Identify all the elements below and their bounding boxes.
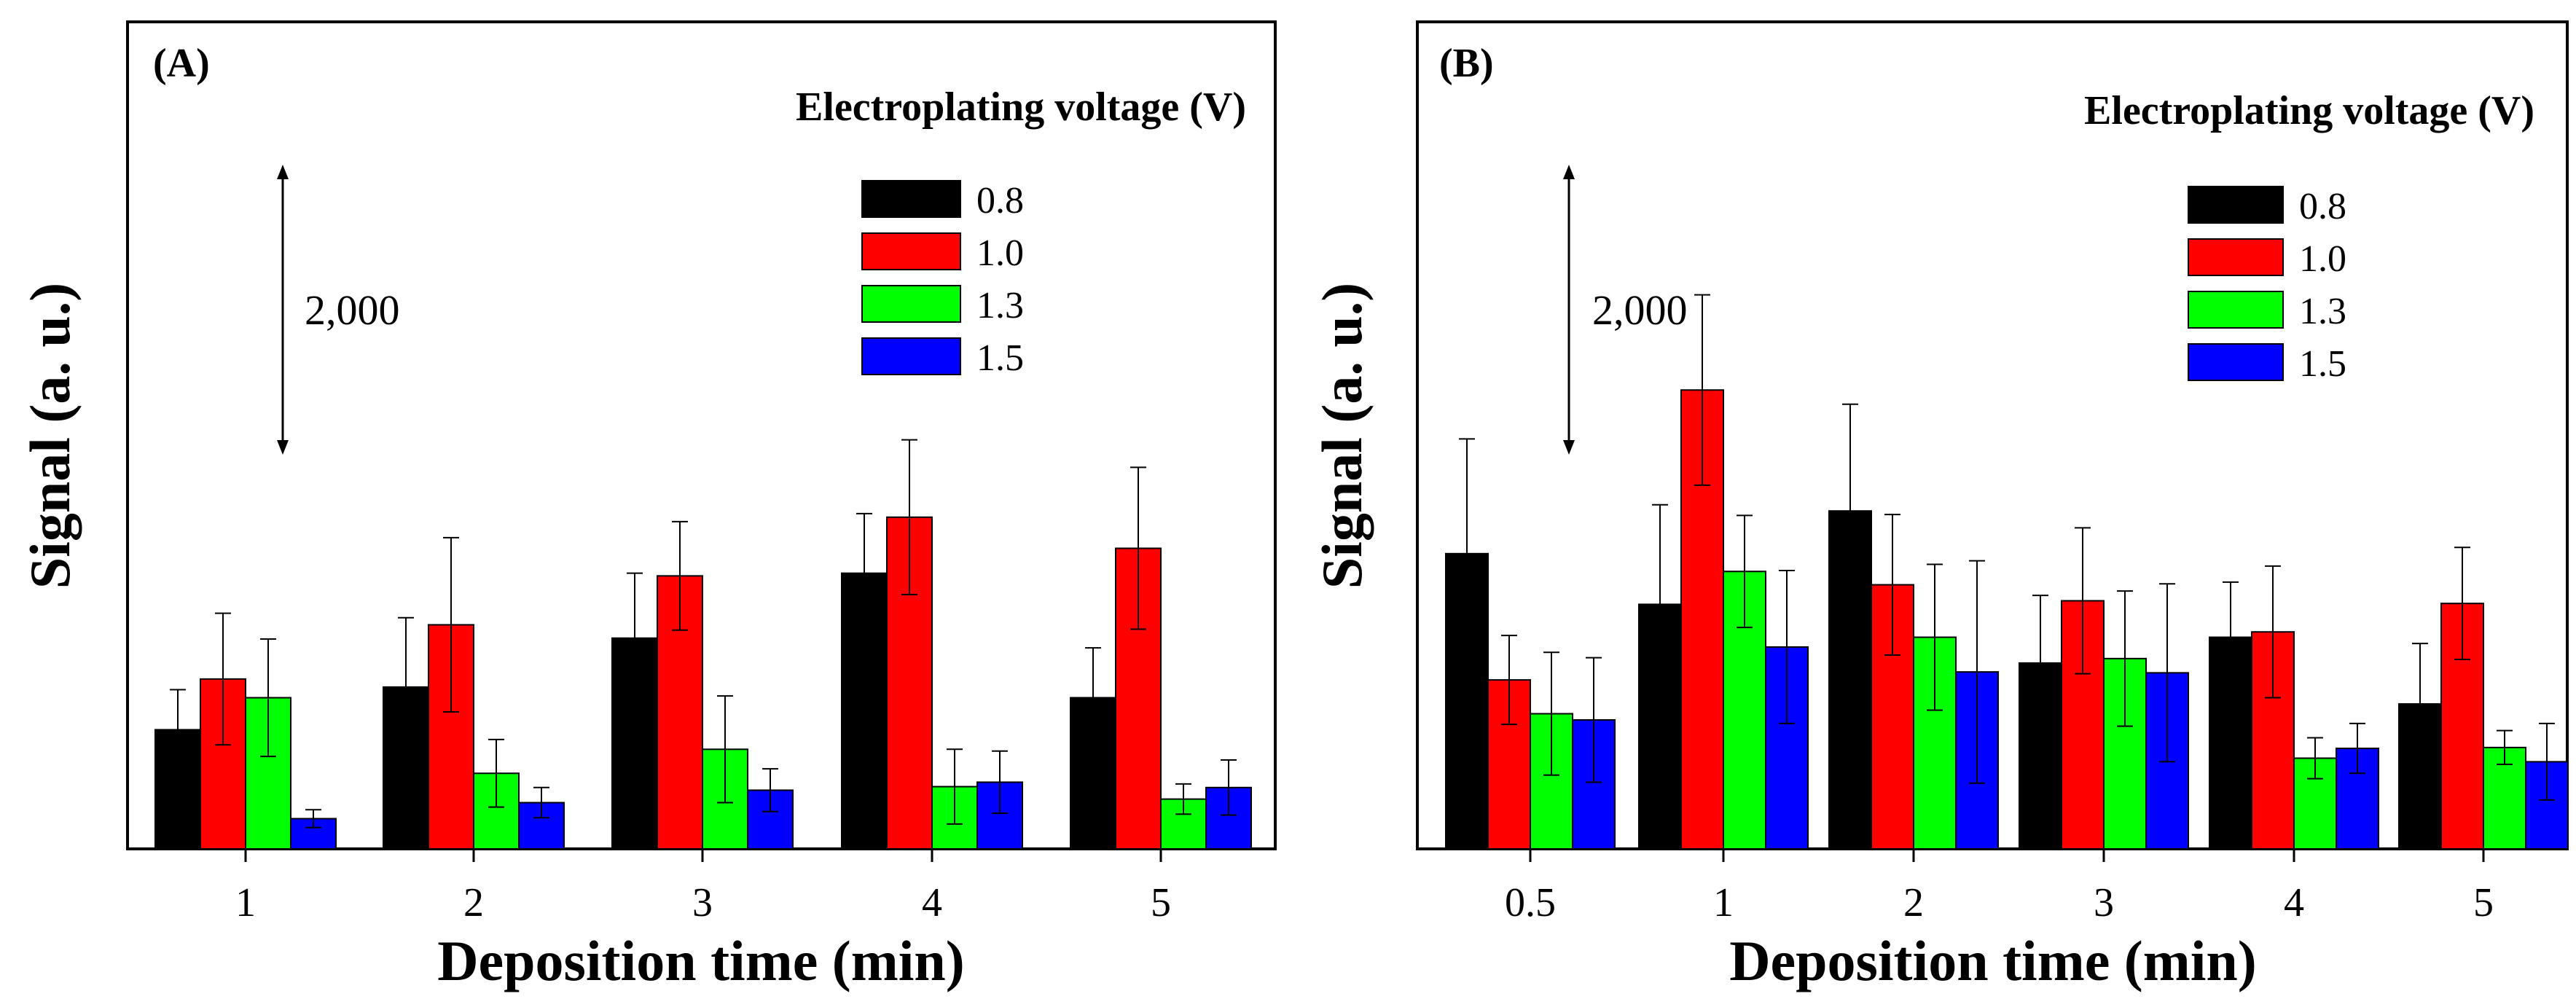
panel-b-y-axis-title: Signal (a. u.) bbox=[1310, 283, 1374, 589]
panel-a-legend-label-0.8: 0.8 bbox=[976, 180, 1024, 222]
panel-a-x-ticks: 1 2 3 4 5 bbox=[235, 849, 1171, 925]
panel-a-legend-swatch-0.8 bbox=[861, 180, 961, 218]
panel-a-legend: 0.8 1.0 1.3 1.5 bbox=[861, 180, 1024, 379]
panel-a-bars bbox=[154, 439, 1252, 850]
panel-b: (B) Electroplating voltage (V) 2,000 0.8… bbox=[1310, 20, 2569, 992]
panel-a-scale-arrow-down-icon bbox=[277, 440, 289, 455]
panel-b-legend-label-1.5: 1.5 bbox=[2299, 343, 2346, 385]
panel-b-label: (B) bbox=[1439, 41, 1494, 86]
panel-a-y-axis-title: Signal (a. u.) bbox=[18, 283, 82, 589]
panel-b-legend: 0.8 1.0 1.3 1.5 bbox=[2188, 186, 2346, 385]
panel-a-label: (A) bbox=[153, 41, 210, 86]
panel-b-bars bbox=[1445, 294, 2569, 850]
panel-b-x-tick-label-5: 5 bbox=[2473, 880, 2494, 925]
panel-a-legend-label-1.5: 1.5 bbox=[976, 337, 1024, 379]
panel-b-legend-swatch-0.8 bbox=[2188, 186, 2284, 224]
panel-a-x-tick-label-1: 1 bbox=[235, 880, 256, 925]
panel-b-legend-swatch-1.3 bbox=[2188, 291, 2284, 329]
panel-b-x-tick-label-2: 2 bbox=[1903, 880, 1924, 925]
panel-a-scale-bar: 2,000 bbox=[277, 165, 400, 455]
panel-b-x-tick-label-4: 4 bbox=[2284, 880, 2304, 925]
panel-b-legend-label-1.3: 1.3 bbox=[2299, 291, 2346, 332]
panel-b-x-tick-label-1: 1 bbox=[1713, 880, 1734, 925]
panel-b-x-ticks: 0.5 1 2 3 4 5 bbox=[1505, 849, 2494, 925]
panel-a-x-tick-label-5: 5 bbox=[1151, 880, 1171, 925]
panel-b-legend-title: Electroplating voltage (V) bbox=[2084, 88, 2534, 133]
panel-a-x-tick-label-3: 3 bbox=[692, 880, 713, 925]
panel-b-legend-swatch-1.5 bbox=[2188, 343, 2284, 381]
panel-a-x-axis-title: Deposition time (min) bbox=[437, 929, 965, 992]
panel-a-legend-swatch-1.5 bbox=[861, 337, 961, 375]
panel-a-legend-swatch-1.0 bbox=[861, 232, 961, 270]
panel-a: (A) Electroplating voltage (V) 2,000 0.8… bbox=[18, 20, 1277, 992]
panel-b-x-tick-label-0.5: 0.5 bbox=[1505, 880, 1556, 925]
panel-b-x-axis-title: Deposition time (min) bbox=[1729, 929, 2257, 992]
panel-a-bar-1.5-5 bbox=[1205, 786, 1252, 850]
panel-b-scale-arrow-up-icon bbox=[1563, 165, 1575, 179]
panel-b-scale-label: 2,000 bbox=[1592, 286, 1688, 334]
panel-b-legend-label-0.8: 0.8 bbox=[2299, 186, 2346, 227]
panel-a-x-tick-label-4: 4 bbox=[922, 880, 942, 925]
panel-b-x-tick-label-3: 3 bbox=[2094, 880, 2114, 925]
panel-b-legend-swatch-1.0 bbox=[2188, 238, 2284, 276]
panel-a-scale-label: 2,000 bbox=[305, 286, 400, 334]
panel-a-x-tick-label-2: 2 bbox=[463, 880, 484, 925]
panel-a-scale-arrow-up-icon bbox=[277, 165, 289, 179]
panel-b-scale-arrow-down-icon bbox=[1563, 440, 1575, 455]
panel-b-scale-bar: 2,000 bbox=[1563, 165, 1688, 455]
panel-a-legend-title: Electroplating voltage (V) bbox=[796, 85, 1246, 130]
panel-a-legend-swatch-1.3 bbox=[861, 285, 961, 323]
panel-a-legend-label-1.0: 1.0 bbox=[976, 232, 1024, 274]
panel-a-legend-label-1.3: 1.3 bbox=[976, 285, 1024, 326]
panel-b-legend-label-1.0: 1.0 bbox=[2299, 238, 2346, 280]
